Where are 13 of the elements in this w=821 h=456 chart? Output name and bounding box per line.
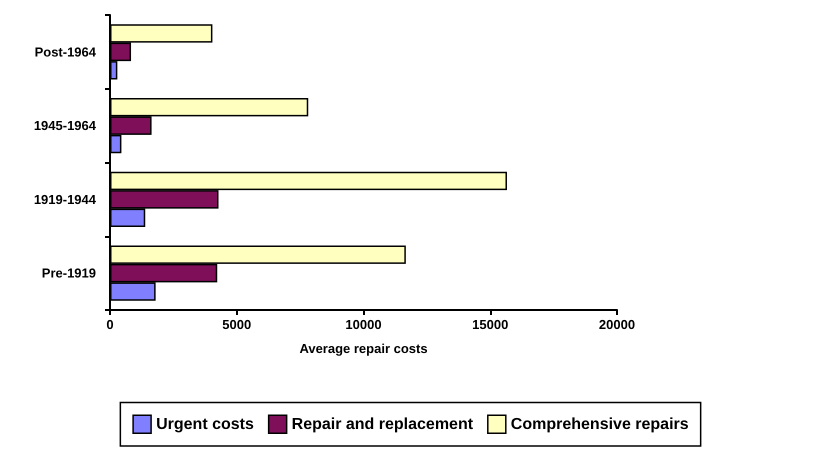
y-tick-label: 1919-1944	[34, 192, 97, 207]
legend-label: Urgent costs	[156, 416, 254, 433]
x-axis-title: Average repair costs	[299, 341, 428, 356]
x-tick-label: 10000	[345, 317, 382, 332]
legend-label: Repair and replacement	[292, 416, 474, 433]
x-tick-label: 5000	[222, 317, 252, 332]
x-tick-label: 15000	[472, 317, 508, 332]
x-tick-label: 0	[106, 317, 114, 332]
y-tick-label: 1945-1964	[34, 118, 97, 134]
y-tick-label: Pre-1919	[42, 266, 96, 281]
legend-label: Comprehensive repairs	[510, 416, 689, 433]
x-tick-label: 20000	[598, 317, 636, 332]
y-tick-label: Post-1964	[34, 44, 97, 60]
